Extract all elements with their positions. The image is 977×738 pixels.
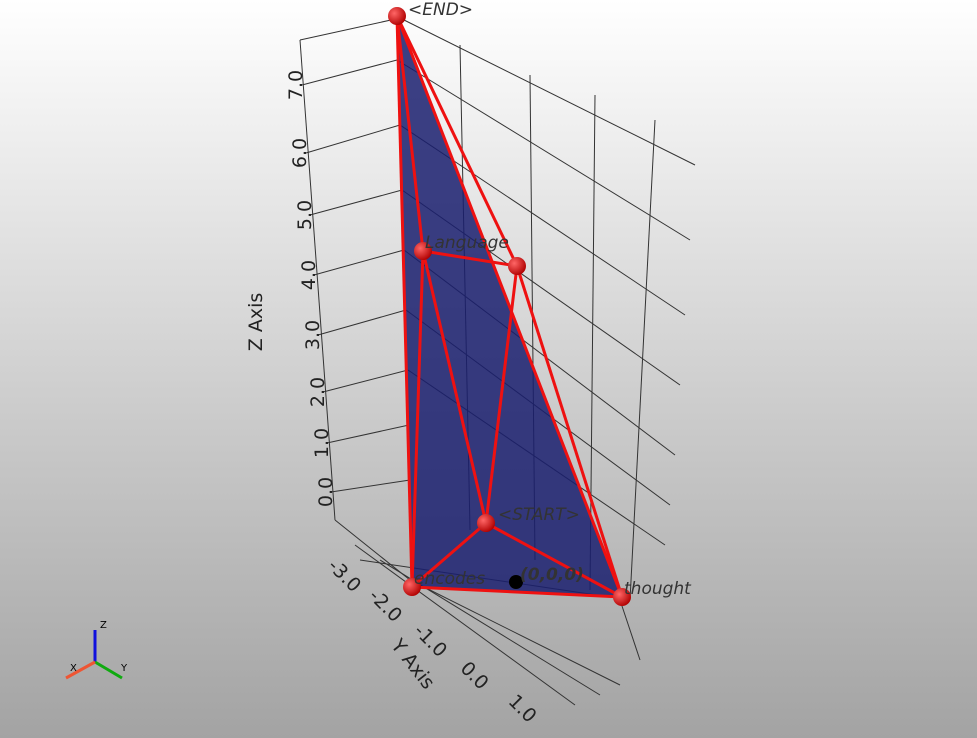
orientation-widget: Z Y X bbox=[65, 620, 128, 680]
node-label: <START> bbox=[498, 505, 580, 525]
node-label: <END> bbox=[408, 0, 473, 20]
tick-label: 0.0 bbox=[315, 477, 337, 507]
axis-label: Y bbox=[120, 663, 128, 674]
node-label: encodes bbox=[414, 569, 485, 589]
tick-label: 3.0 bbox=[302, 320, 324, 350]
node bbox=[403, 578, 421, 596]
axis-label: Z bbox=[100, 620, 107, 631]
node bbox=[613, 588, 631, 606]
tick-label: 1.0 bbox=[311, 428, 333, 458]
tick-label: 7.0 bbox=[285, 70, 307, 100]
node bbox=[477, 514, 495, 532]
z-axis-title: Z Axis bbox=[245, 293, 267, 351]
z-ticks: 7.0 6.0 5.0 4.0 3.0 2.0 1.0 0.0 bbox=[285, 70, 337, 507]
tick-label: 2.0 bbox=[307, 377, 329, 407]
origin-dot bbox=[509, 575, 523, 589]
node bbox=[508, 257, 526, 275]
node bbox=[388, 7, 406, 25]
origin-label: (0,0,0) bbox=[520, 565, 584, 585]
node-label: thought bbox=[624, 579, 692, 599]
tick-label: 4.0 bbox=[298, 260, 320, 290]
axis-label: X bbox=[70, 663, 77, 674]
tick-label: 5.0 bbox=[294, 200, 316, 230]
edges bbox=[395, 15, 624, 599]
node-label: Language bbox=[425, 233, 509, 253]
nodes bbox=[388, 7, 631, 606]
tick-label: 6.0 bbox=[289, 138, 311, 168]
node bbox=[414, 242, 432, 260]
